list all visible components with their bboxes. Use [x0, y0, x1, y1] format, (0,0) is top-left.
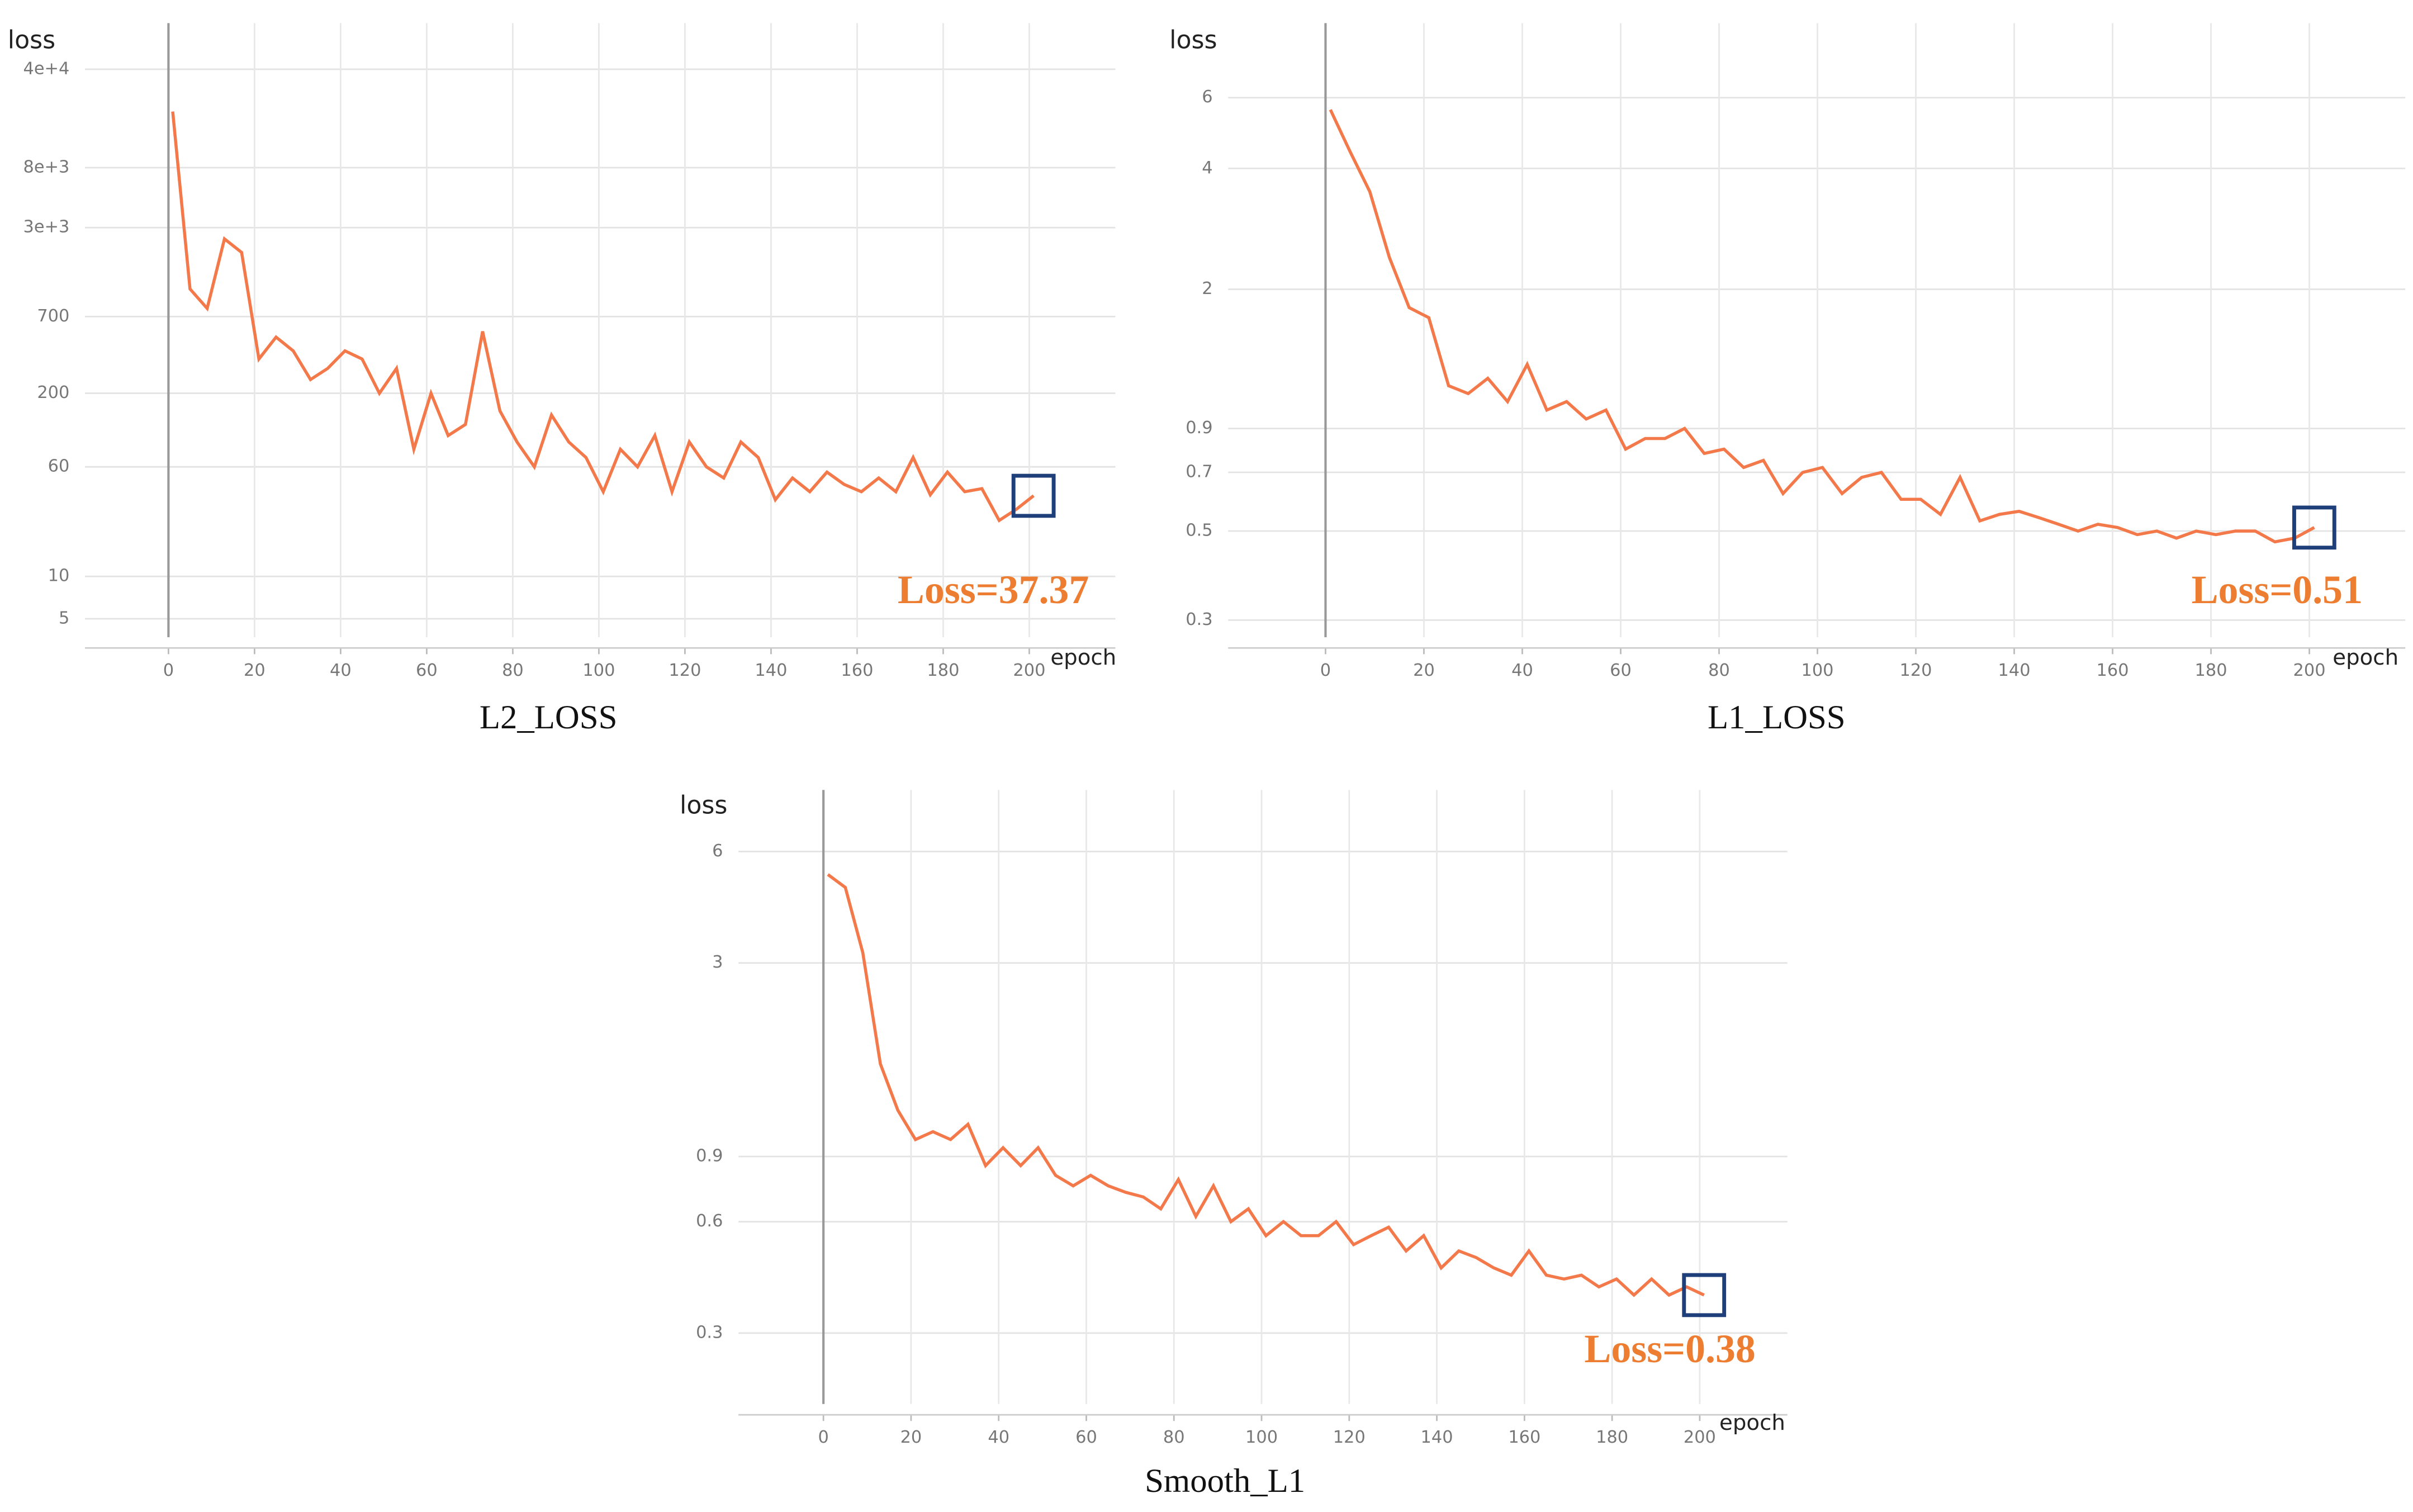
y-tick-label: 6 [712, 841, 723, 861]
y-tick-label: 3 [712, 952, 723, 972]
x-tick-label: 140 [755, 661, 787, 680]
x-tick-label: 120 [1333, 1428, 1366, 1447]
x-tick-label: 160 [2097, 661, 2129, 680]
x-tick-label: 0 [1320, 661, 1331, 680]
y-tick-label: 4e+4 [23, 59, 70, 78]
y-tick-label: 0.5 [1186, 521, 1212, 541]
y-tick-label: 8e+3 [23, 157, 70, 177]
y-tick-label: 60 [48, 457, 70, 476]
loss-line [1329, 109, 2315, 544]
x-axis-label: epoch [1050, 645, 1116, 670]
y-tick-label: 0.6 [696, 1211, 723, 1231]
y-axis-label: loss [8, 26, 55, 55]
y-axis-label: loss [680, 791, 727, 820]
x-axis-label: epoch [2333, 645, 2398, 670]
x-tick-label: 200 [1684, 1428, 1716, 1447]
x-tick-label: 40 [988, 1428, 1009, 1447]
chart-title: Smooth_L1 [1145, 1462, 1305, 1500]
y-tick-label: 4 [1202, 158, 1212, 178]
x-tick-label: 120 [669, 661, 701, 680]
highlight-box [1682, 1273, 1727, 1317]
x-tick-label: 200 [2293, 661, 2326, 680]
highlight-box [2292, 505, 2336, 550]
x-tick-label: 100 [1245, 1428, 1278, 1447]
chart-title: L1_LOSS [1708, 699, 1846, 736]
loss-line [171, 111, 1035, 523]
x-tick-label: 80 [502, 661, 524, 680]
x-tick-label: 80 [1163, 1428, 1185, 1447]
x-tick-label: 20 [1413, 661, 1435, 680]
x-tick-label: 100 [1801, 661, 1833, 680]
x-tick-label: 20 [244, 661, 266, 680]
annotation: Loss=0.38 [1584, 1326, 1755, 1371]
y-tick-label: 2 [1202, 279, 1212, 298]
y-tick-label: 0.7 [1186, 462, 1212, 482]
y-axis-label: loss [1169, 26, 1217, 55]
y-tick-label: 5 [59, 609, 69, 628]
x-tick-label: 100 [582, 661, 615, 680]
x-tick-label: 180 [927, 661, 959, 680]
x-tick-label: 60 [416, 661, 438, 680]
y-tick-label: 3e+3 [23, 217, 70, 237]
y-tick-label: 0.3 [696, 1323, 723, 1342]
x-tick-label: 160 [841, 661, 873, 680]
y-tick-label: 0.9 [1186, 418, 1212, 438]
x-tick-label: 40 [1511, 661, 1533, 680]
x-tick-label: 180 [1596, 1428, 1628, 1447]
x-tick-label: 40 [330, 661, 352, 680]
y-tick-label: 0.9 [696, 1146, 723, 1165]
y-tick-label: 0.3 [1186, 610, 1212, 629]
x-tick-label: 140 [1998, 661, 2031, 680]
loss-line [827, 873, 1705, 1297]
x-tick-label: 160 [1508, 1428, 1540, 1447]
x-tick-label: 140 [1421, 1428, 1453, 1447]
y-tick-label: 700 [37, 306, 69, 326]
x-tick-label: 180 [2195, 661, 2227, 680]
highlight-box [1011, 473, 1056, 518]
annotation: Loss=37.37 [898, 567, 1089, 612]
x-tick-label: 0 [163, 661, 174, 680]
y-tick-label: 200 [37, 383, 69, 402]
annotation: Loss=0.51 [2192, 567, 2363, 612]
y-tick-label: 6 [1202, 87, 1212, 107]
x-axis-label: epoch [1719, 1410, 1785, 1435]
x-tick-label: 120 [1900, 661, 1932, 680]
x-tick-label: 60 [1610, 661, 1632, 680]
x-tick-label: 0 [818, 1428, 828, 1447]
x-tick-label: 80 [1708, 661, 1730, 680]
x-tick-label: 20 [900, 1428, 922, 1447]
x-tick-label: 60 [1075, 1428, 1097, 1447]
y-tick-label: 10 [48, 566, 70, 586]
x-tick-label: 200 [1013, 661, 1045, 680]
chart-title: L2_LOSS [480, 699, 618, 736]
